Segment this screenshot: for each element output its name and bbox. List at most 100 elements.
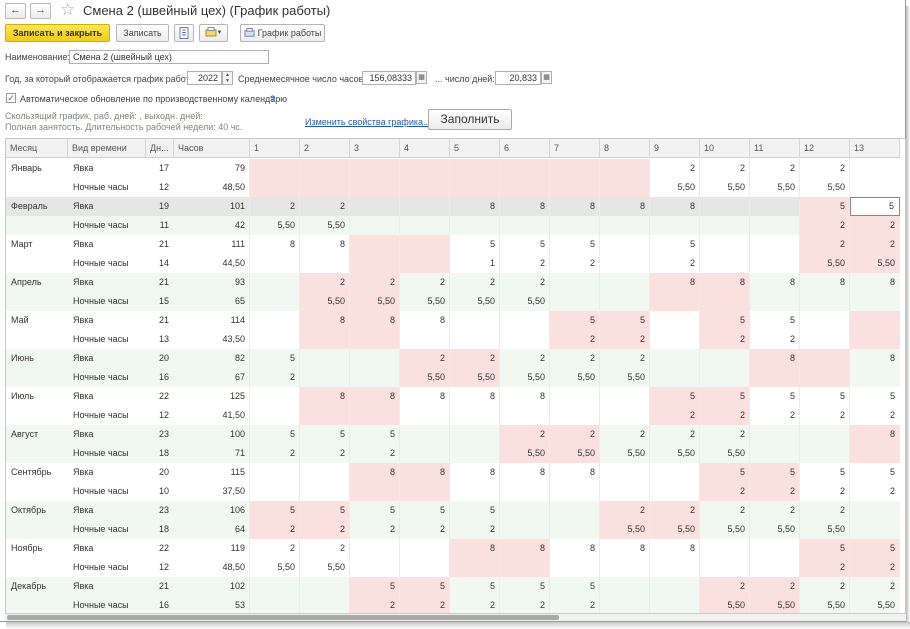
day-cell[interactable]: 5,50	[477, 296, 495, 306]
day-cell[interactable]: 2	[389, 524, 395, 534]
day-cell[interactable]: 8	[289, 239, 295, 249]
day-cell[interactable]	[850, 159, 900, 178]
day-cell[interactable]	[850, 368, 900, 387]
day-cell[interactable]	[500, 558, 550, 577]
day-cell[interactable]	[350, 178, 400, 197]
day-cell[interactable]: 5	[389, 505, 395, 515]
save-and-close-button[interactable]: Записать и закрыть	[5, 24, 110, 42]
day-cell[interactable]: 2	[789, 410, 795, 420]
day-cell[interactable]	[450, 425, 500, 444]
day-cell[interactable]: 5,50	[577, 372, 595, 382]
day-cell[interactable]: 5,50	[600, 520, 650, 539]
day-cell[interactable]: 5,50	[300, 292, 350, 311]
day-cell[interactable]	[600, 235, 650, 254]
table-row[interactable]	[6, 577, 900, 596]
name-field[interactable]: Смена 2 (швейный цех)	[69, 50, 269, 64]
day-cell[interactable]: 5,50	[827, 182, 845, 192]
column-header-day[interactable]: 6	[500, 139, 550, 158]
day-cell[interactable]: 8	[589, 467, 595, 477]
day-cell[interactable]: 5	[439, 505, 445, 515]
day-cell[interactable]: 2	[789, 334, 795, 344]
day-cell[interactable]: 5	[400, 577, 450, 596]
day-cell[interactable]: 2	[700, 577, 750, 596]
day-cell[interactable]: 5	[889, 391, 895, 401]
day-cell[interactable]: 2	[839, 581, 845, 591]
day-cell[interactable]: 2	[700, 482, 750, 501]
day-cell[interactable]: 2	[339, 543, 345, 553]
day-cell[interactable]	[400, 444, 450, 463]
day-cell[interactable]: 8	[850, 425, 900, 444]
day-cell[interactable]: 5,50	[627, 448, 645, 458]
day-cell[interactable]	[350, 558, 400, 577]
print-menu-button[interactable]: ▼	[199, 24, 228, 42]
day-cell[interactable]	[350, 254, 400, 273]
day-cell[interactable]	[650, 463, 700, 482]
day-cell[interactable]	[600, 216, 650, 235]
column-header-day[interactable]: 13	[850, 139, 900, 158]
day-cell[interactable]	[600, 577, 650, 596]
table-row[interactable]	[6, 235, 900, 254]
day-cell[interactable]	[800, 425, 850, 444]
day-cell[interactable]: 5	[589, 239, 595, 249]
day-cell[interactable]: 5,50	[677, 182, 695, 192]
day-cell[interactable]: 5,50	[800, 254, 850, 273]
day-cell[interactable]: 5	[600, 311, 650, 330]
day-cell[interactable]: 2	[789, 163, 795, 173]
day-cell[interactable]	[350, 368, 400, 387]
day-cell[interactable]: 8	[589, 201, 595, 211]
day-cell[interactable]	[250, 254, 300, 273]
day-cell[interactable]: 5	[700, 463, 750, 482]
day-cell[interactable]	[600, 558, 650, 577]
day-cell[interactable]: 2	[350, 273, 400, 292]
day-cell[interactable]: 2	[800, 558, 850, 577]
year-field[interactable]: 2022	[187, 71, 222, 85]
day-cell[interactable]	[750, 368, 800, 387]
day-cell[interactable]: 2	[550, 330, 600, 349]
day-cell[interactable]: 8	[889, 277, 895, 287]
day-cell[interactable]	[450, 558, 500, 577]
calculator-icon[interactable]: ▦	[541, 71, 552, 84]
day-cell[interactable]: 5,50	[727, 524, 745, 534]
day-cell[interactable]: 2	[439, 524, 445, 534]
day-cell[interactable]	[400, 197, 450, 216]
day-cell[interactable]: 2	[489, 524, 495, 534]
day-cell[interactable]	[350, 539, 400, 558]
day-cell[interactable]	[850, 292, 900, 311]
day-cell[interactable]	[250, 159, 300, 178]
day-cell[interactable]: 8	[689, 201, 695, 211]
table-row[interactable]	[6, 482, 900, 501]
fill-button[interactable]: Заполнить	[428, 109, 512, 130]
day-cell[interactable]	[500, 178, 550, 197]
column-header-day[interactable]: 1	[250, 139, 300, 158]
day-cell[interactable]: 5,50	[550, 444, 600, 463]
day-cell[interactable]	[250, 387, 300, 406]
day-cell[interactable]	[550, 387, 600, 406]
day-cell[interactable]	[500, 311, 550, 330]
day-cell[interactable]	[700, 216, 750, 235]
day-cell[interactable]	[300, 159, 350, 178]
day-cell[interactable]	[500, 482, 550, 501]
day-cell[interactable]: 2	[539, 600, 545, 610]
day-cell[interactable]	[550, 178, 600, 197]
day-cell[interactable]: 8	[650, 273, 700, 292]
table-row[interactable]	[6, 197, 900, 216]
column-header-days[interactable]: Дн...	[146, 139, 174, 158]
day-cell[interactable]: 5	[800, 539, 850, 558]
day-cell[interactable]: 5,50	[450, 368, 500, 387]
day-cell[interactable]	[650, 368, 700, 387]
day-cell[interactable]: 8	[500, 539, 550, 558]
day-cell[interactable]: 5,50	[700, 596, 750, 613]
day-cell[interactable]: 5,50	[727, 182, 745, 192]
day-cell[interactable]: 2	[539, 258, 545, 268]
day-cell[interactable]	[750, 425, 800, 444]
day-cell[interactable]	[500, 501, 550, 520]
day-cell[interactable]: 8	[839, 277, 845, 287]
day-cell[interactable]	[800, 311, 850, 330]
day-cell[interactable]	[650, 311, 700, 330]
day-cell[interactable]	[250, 178, 300, 197]
day-cell[interactable]	[300, 368, 350, 387]
avg-hours-field[interactable]: 156,08333	[362, 71, 416, 85]
day-cell[interactable]: 2	[300, 520, 350, 539]
day-cell[interactable]: 5	[839, 467, 845, 477]
day-cell[interactable]	[350, 330, 400, 349]
